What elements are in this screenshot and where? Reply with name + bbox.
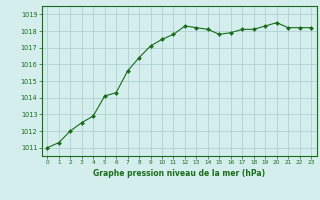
X-axis label: Graphe pression niveau de la mer (hPa): Graphe pression niveau de la mer (hPa)	[93, 169, 265, 178]
